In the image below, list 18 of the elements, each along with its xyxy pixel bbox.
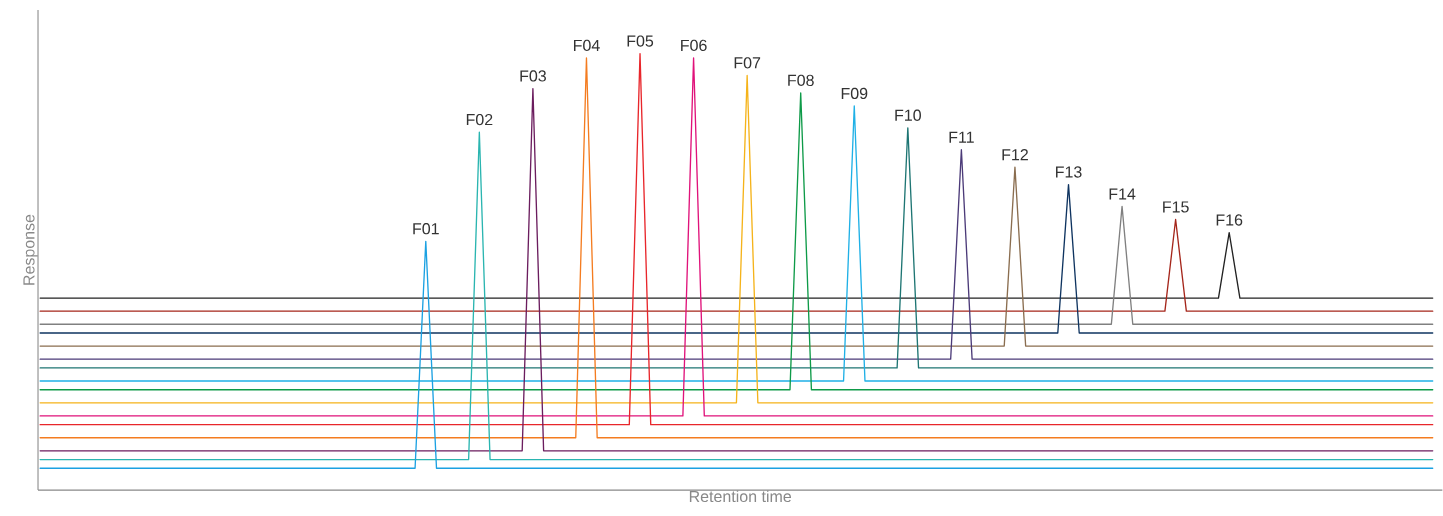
series-label: F06	[681, 39, 707, 52]
x-axis-title: Retention time	[689, 490, 792, 503]
series-label: F13	[1056, 166, 1082, 178]
series-label: F16	[1216, 214, 1243, 226]
series-label: F05	[627, 35, 654, 47]
series-label: F04	[573, 39, 600, 52]
series-label: F08	[788, 74, 814, 86]
series-label: F03	[520, 70, 546, 82]
series-label: F07	[734, 57, 761, 69]
series-label: F12	[1002, 148, 1028, 161]
series-label: F14	[1109, 188, 1136, 200]
series-label: F02	[466, 113, 493, 126]
y-axis-title: Response	[23, 214, 38, 285]
series-label: F09	[841, 87, 868, 100]
series-label: F01	[413, 223, 439, 235]
series-label: F15	[1163, 201, 1189, 213]
series-label: F10	[895, 109, 921, 121]
series-label: F11	[949, 131, 974, 143]
